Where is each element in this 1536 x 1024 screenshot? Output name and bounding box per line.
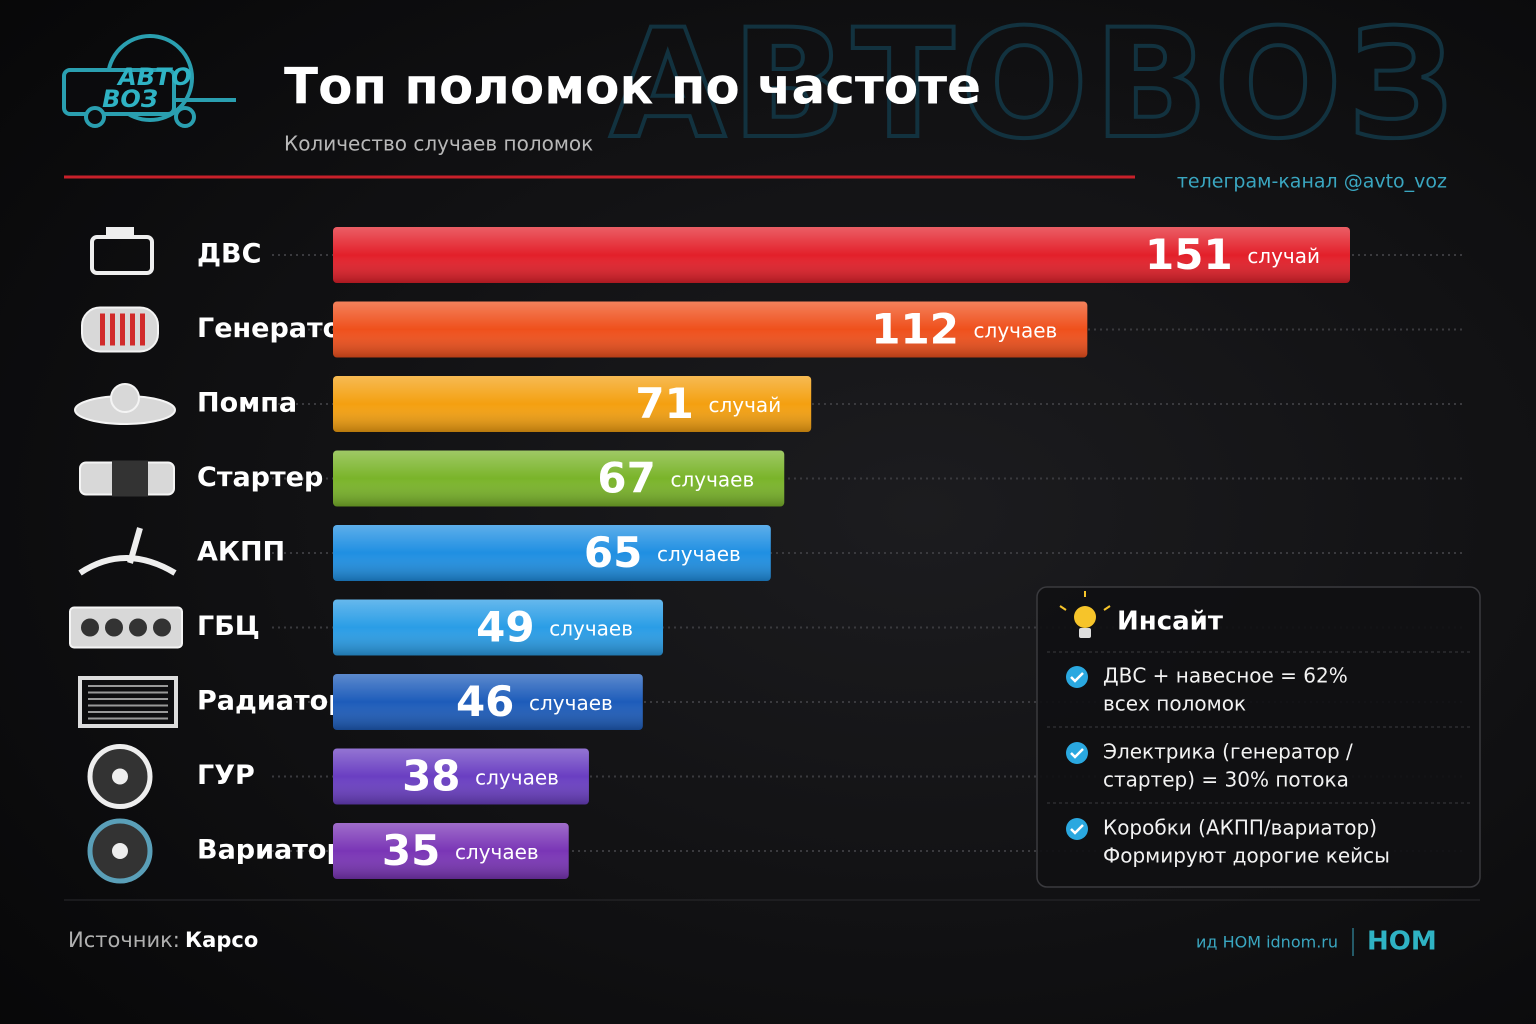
- insight-text: стартер) = 30% потока: [1103, 768, 1349, 792]
- bulb-icon: [1059, 591, 1111, 638]
- insight-text: Электрика (генератор /: [1103, 740, 1353, 764]
- check-icon: [1066, 666, 1088, 688]
- category-icon: [78, 676, 178, 728]
- category-label: АКПП: [197, 537, 285, 568]
- value-label: 71 случай: [635, 379, 781, 428]
- icon-part: [120, 313, 125, 346]
- category-label: Стартер: [197, 462, 323, 493]
- bar-shine: [333, 525, 771, 581]
- value-label: 49 случаев: [476, 602, 633, 651]
- bar-row: АКПП 65 случаев: [78, 525, 1465, 581]
- check-icon: [1066, 818, 1088, 840]
- category-icon: [87, 744, 153, 809]
- chart-title: Топ поломок по частоте: [284, 58, 981, 116]
- source: Карсо: [185, 928, 258, 952]
- insight-title: Инсайт: [1117, 607, 1223, 637]
- icon-part: [112, 843, 128, 859]
- category-label: Вариатор: [197, 835, 346, 866]
- category-label: ДВС: [197, 239, 261, 270]
- icon-part: [153, 618, 171, 637]
- logo-text: АВТО: [116, 63, 192, 91]
- icon-part: [100, 313, 105, 346]
- icon-part: [127, 527, 143, 564]
- logo-text: ВОЗ: [102, 85, 158, 113]
- icon-part: [140, 313, 145, 346]
- icon-part: [78, 676, 178, 728]
- check-icon: [1066, 742, 1088, 764]
- bar-shine: [333, 674, 643, 730]
- category-label: ГБЦ: [197, 611, 260, 642]
- category-icon: [74, 383, 176, 425]
- insight-text: Коробки (АКПП/вариатор): [1103, 816, 1377, 840]
- value-label: 46 случаев: [456, 677, 613, 726]
- value-label: 67 случаев: [597, 453, 754, 502]
- check-mark: [1070, 672, 1084, 683]
- value-label: 35 случаев: [382, 826, 539, 875]
- icon-part: [112, 460, 148, 497]
- icon-part: [78, 555, 177, 576]
- insight-text: всех поломок: [1103, 692, 1246, 716]
- publisher-logo: НОМ: [1367, 927, 1437, 957]
- bar-row: ГБЦ 49 случаев: [69, 599, 1465, 656]
- bar-row: ГУР 38 случаев: [87, 744, 1465, 809]
- source-label: Источник:: [68, 928, 180, 952]
- value-label: 65 случаев: [584, 528, 741, 577]
- bar-shine: [333, 376, 812, 432]
- icon-part: [81, 618, 99, 637]
- bar-shine: [333, 450, 785, 507]
- icon-part: [69, 606, 183, 649]
- logo: АВТО ВОЗ: [62, 34, 236, 128]
- insight-item: Коробки (АКПП/вариатор) Формируют дорогие…: [1066, 816, 1390, 868]
- bar-row: Стартер 67 случаев: [79, 450, 1465, 507]
- insight-item: ДВС + навесное = 62% всех поломок: [1066, 664, 1348, 716]
- category-icon: [81, 306, 159, 353]
- icon-part: [129, 618, 147, 637]
- category-icon: [78, 527, 177, 576]
- insight-text: ДВС + навесное = 62%: [1103, 664, 1348, 688]
- icon-part: [110, 383, 140, 413]
- bar-shine: [333, 301, 1088, 358]
- bar-row: ДВС 151 случай: [90, 227, 1465, 283]
- category-label: Радиатор: [197, 686, 347, 717]
- icon-part: [110, 313, 115, 346]
- check-mark: [1070, 824, 1084, 835]
- check-mark: [1070, 748, 1084, 759]
- icon-part: [106, 227, 134, 237]
- bar-shine: [333, 599, 664, 656]
- category-icon: [90, 227, 154, 275]
- publisher: ид НОМ idnom.ru: [1196, 933, 1338, 952]
- category-label: ГУР: [197, 760, 255, 791]
- watermark: АВТОВОЗ: [610, 0, 1461, 172]
- category-label: Помпа: [197, 388, 297, 419]
- insight-item: Электрика (генератор / стартер) = 30% пот…: [1066, 740, 1353, 792]
- icon-part: [130, 313, 135, 346]
- icon-part: [112, 768, 128, 785]
- category-icon: [69, 606, 183, 649]
- value-label: 151 случай: [1145, 230, 1320, 279]
- bar-shine: [333, 823, 569, 879]
- bar-shine: [333, 227, 1350, 283]
- icon-part: [105, 618, 123, 637]
- category-icon: [79, 460, 175, 497]
- bar-row: Помпа 71 случай: [74, 376, 1465, 432]
- insight-box: Инсайт ДВС + навесное = 62% всех поломок Э…: [1036, 586, 1481, 888]
- bar-shine: [333, 748, 589, 805]
- chart-subtitle: Количество случаев поломок: [284, 132, 593, 156]
- bar-row: Вариатор 35 случаев: [87, 818, 1465, 884]
- bar-row: Генератор 112 случаев: [81, 301, 1465, 358]
- value-label: 112 случаев: [871, 304, 1057, 353]
- category-icon: [87, 818, 153, 884]
- bar-row: Радиатор 46 случаев: [78, 674, 1465, 730]
- value-label: 38 случаев: [402, 751, 559, 800]
- insight-text: Формируют дорогие кейсы: [1103, 844, 1390, 868]
- channel: телеграм-канал @avto_voz: [1177, 171, 1447, 193]
